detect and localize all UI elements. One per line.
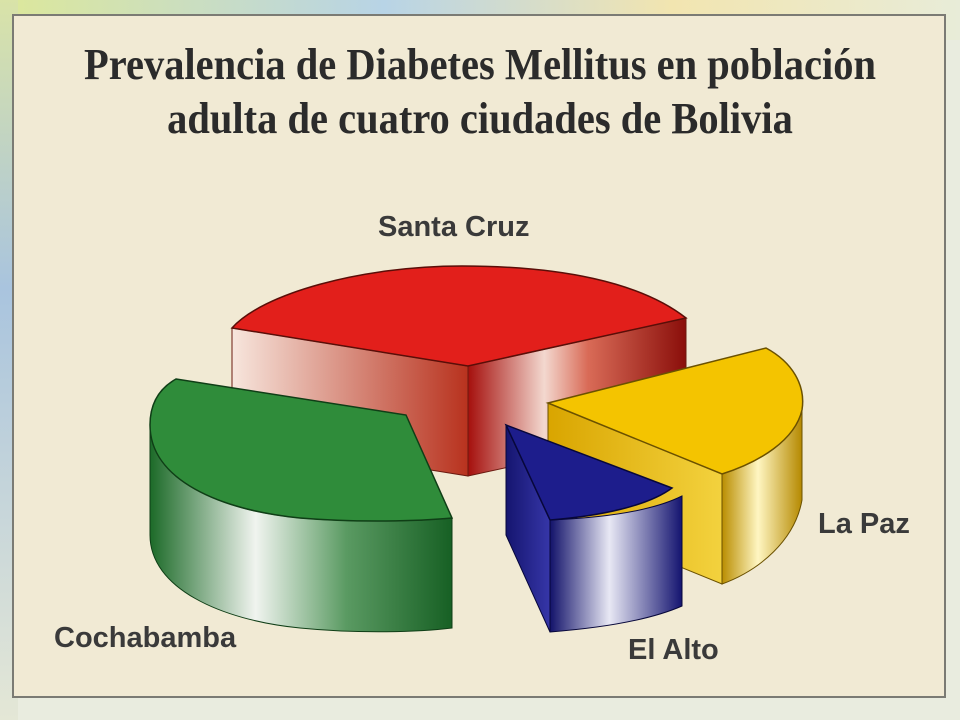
slice-santa-cruz-top bbox=[230, 265, 688, 367]
label-la-paz: La Paz bbox=[818, 508, 910, 540]
slice-cochabamba-top bbox=[149, 378, 454, 522]
chart-title-line-1: Prevalencia de Diabetes Mellitus en pobl… bbox=[84, 40, 876, 89]
chart-title-line-2: adulta de cuatro ciudades de Bolivia bbox=[167, 94, 793, 143]
label-el-alto: El Alto bbox=[628, 634, 719, 666]
slice-el-alto-top bbox=[504, 423, 674, 521]
slice-el-alto bbox=[504, 423, 683, 633]
slice-el-alto-side-front bbox=[549, 495, 683, 633]
slice-cochabamba bbox=[149, 378, 454, 633]
label-santa-cruz: Santa Cruz bbox=[378, 211, 529, 243]
slice-la-paz-top bbox=[545, 347, 804, 475]
label-cochabamba: Cochabamba bbox=[54, 622, 237, 654]
chart-title: Prevalencia de Diabetes Mellitus en pobl… bbox=[75, 38, 885, 146]
